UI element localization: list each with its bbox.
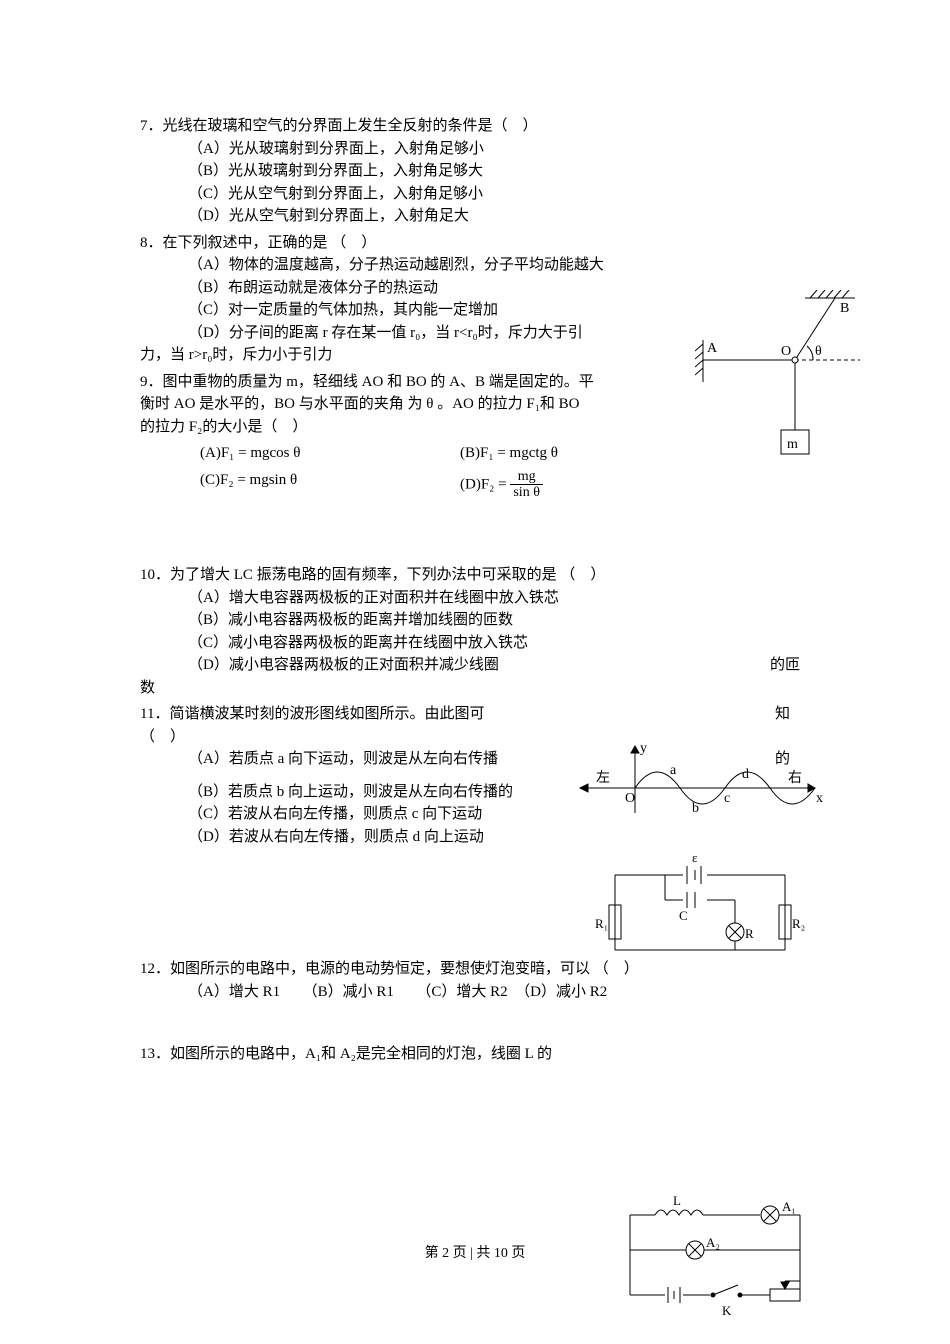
q11-line1b: 知 [775, 703, 810, 726]
q11-opt-a: （A）若质点 a 向下运动，则波是从左向右传播 [140, 748, 560, 771]
label-K: K [722, 1303, 732, 1318]
label-A1: A₁ [782, 1199, 796, 1214]
q9-d-num: mg [510, 469, 543, 485]
q9-opt-d: (D)F₂ = mgsin θ [460, 469, 543, 501]
label-left: 左 [596, 770, 610, 786]
label-eps: ε [692, 850, 698, 865]
figure-rope: A B O θ m [695, 290, 865, 470]
label-d: d [742, 767, 749, 782]
q9-d-label: (D)F₂ = [460, 476, 510, 492]
q13-stem: 13．如图所示的电路中，A₁和 A₂是完全相同的灯泡，线圈 L 的 [140, 1043, 810, 1066]
q10-stem: 10．为了增大 LC 振荡电路的固有频率，下列办法中可采取的是 （ ） [140, 564, 810, 587]
q8-stem: 8．在下列叙述中，正确的是 （ ） [140, 232, 810, 255]
label-B: B [840, 301, 849, 316]
label-R1: R₁ [595, 916, 608, 931]
label-O: O [625, 791, 635, 806]
q12-opts: （A）增大 R1 （B）减小 R1 （C）增大 R2 （D）减小 R2 [140, 981, 810, 1004]
label-right: 右 [788, 770, 802, 786]
label-a: a [670, 763, 677, 778]
label-A: A [707, 341, 718, 356]
label-b: b [692, 801, 699, 816]
q10-opt-a: （A）增大电容器两极板的正对面积并在线圈中放入铁芯 [140, 587, 810, 610]
q9-d-den: sin θ [510, 485, 543, 500]
label-theta: θ [815, 344, 822, 359]
question-7: 7．光线在玻璃和空气的分界面上发生全反射的条件是（ ） （A）光从玻璃射到分界面… [140, 115, 810, 228]
q9-opt-a: (A)F₁ = mgcos θ [200, 442, 460, 465]
label-A2: A₂ [706, 1235, 720, 1250]
figure-wave: y O x a b c d 左 右 [570, 738, 830, 828]
q7-opt-c: （C）光从空气射到分界面上，入射角足够小 [140, 183, 810, 206]
q10-opt-d1: （D）减小电容器两极板的正对面积并减少线圈 [140, 654, 499, 677]
figure-circuit-1: ε C R₁ R₂ R [595, 850, 805, 970]
label-R2: R₂ [792, 916, 805, 931]
q10-opt-d3: 数 [140, 677, 810, 700]
label-x: x [816, 791, 823, 806]
q9-formula-row2: (C)F₂ = mgsin θ (D)F₂ = mgsin θ [140, 469, 810, 501]
label-L: L [673, 1195, 681, 1208]
q9-opt-c: (C)F₂ = mgsin θ [200, 469, 460, 501]
q7-stem: 7．光线在玻璃和空气的分界面上发生全反射的条件是（ ） [140, 115, 810, 138]
fraction-icon: mgsin θ [510, 469, 543, 501]
q11-line1: 11．简谐横波某时刻的波形图线如图所示。由此图可 [140, 703, 560, 726]
q8-opt-a: （A）物体的温度越高，分子热运动越剧烈，分子平均动能越大 [140, 254, 810, 277]
label-y: y [640, 741, 647, 756]
question-13: 13．如图所示的电路中，A₁和 A₂是完全相同的灯泡，线圈 L 的 [140, 1043, 810, 1066]
q7-opt-d: （D）光从空气射到分界面上，入射角足大 [140, 205, 810, 228]
q7-opt-b: （B）光从玻璃射到分界面上，入射角足够大 [140, 160, 810, 183]
q10-opt-d2: 的匝 [770, 654, 810, 677]
q11-opt-d: （D）若波从右向左传播，则质点 d 向上运动 [140, 826, 810, 849]
label-C: C [679, 908, 688, 923]
q7-opt-a: （A）光从玻璃射到分界面上，入射角足够小 [140, 138, 810, 161]
label-c: c [724, 791, 730, 806]
label-R: R [745, 926, 754, 941]
question-10: 10．为了增大 LC 振荡电路的固有频率，下列办法中可采取的是 （ ） （A）增… [140, 564, 810, 699]
label-O: O [781, 344, 791, 359]
figure-circuit-2: L A₁ A₂ K [610, 1195, 820, 1325]
q10-opt-c: （C）减小电容器两极板的距离并在线圈中放入铁芯 [140, 632, 810, 655]
label-m: m [787, 437, 798, 452]
q10-opt-b: （B）减小电容器两极板的距离并增加线圈的匝数 [140, 609, 810, 632]
q9-opt-b: (B)F₁ = mgctg θ [460, 442, 558, 465]
